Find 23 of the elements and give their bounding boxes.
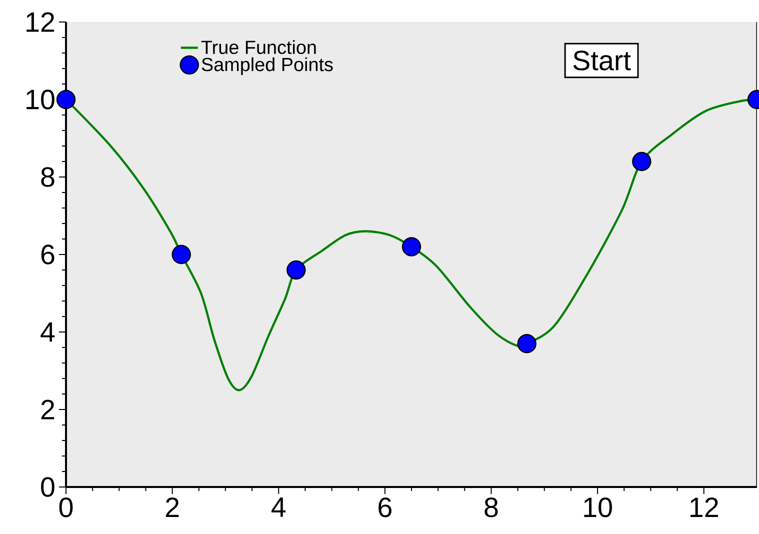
point [517,334,536,354]
y-tick-label: 4 [40,322,55,342]
y-tick-label: 12 [26,12,54,32]
legend-label: True Function [201,40,316,54]
x-tick-label: 4 [272,498,286,517]
point [56,90,76,110]
point [172,244,191,264]
y-tick-label: 0 [41,477,54,497]
y-tick-label: 8 [41,167,54,187]
y-tick-label: 10 [26,90,54,110]
point [632,152,652,172]
y-tick-label: 2 [41,400,54,420]
legend-label: Sampled Points [202,57,333,75]
x-tick-label: 8 [484,498,498,518]
annotation: Start [573,50,631,70]
point [402,237,422,256]
x-tick-label: 0 [59,498,73,518]
x-tick-label: 2 [166,498,179,517]
x-tick-label: 10 [584,498,612,518]
point [286,260,306,280]
x-tick-label: 6 [378,498,392,518]
x-tick-label: 12 [690,498,718,517]
y-tick-label: 6 [41,244,54,264]
